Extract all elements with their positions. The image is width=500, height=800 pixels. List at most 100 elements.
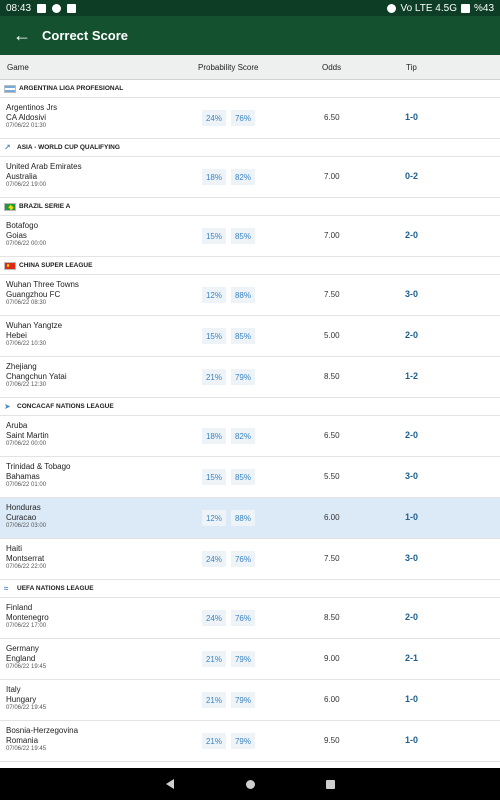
- score-tip: 1-0: [405, 735, 419, 745]
- match-teams: Wuhan Yangtze Hebei 07/06/22 10:30: [6, 321, 62, 348]
- home-team: Italy: [6, 685, 21, 694]
- match-odds: 6.50: [324, 113, 340, 122]
- score-tip: 3-0: [405, 289, 419, 299]
- battery-icon: [460, 3, 470, 13]
- match-odds: 8.50: [324, 613, 340, 622]
- probability-home: 21%: [202, 692, 226, 708]
- match-date: 07/06/22 19:45: [6, 746, 47, 752]
- probability-away: 85%: [231, 228, 255, 244]
- league-header: ARGENTINA LIGA PROFESIONAL: [0, 80, 500, 98]
- match-teams: Germany England 07/06/22 19:45: [6, 644, 46, 671]
- home-team: Haiti: [6, 544, 23, 553]
- score-tip: 3-0: [405, 471, 419, 481]
- probability-home: 21%: [202, 651, 226, 667]
- score-tip: 2-1: [405, 653, 419, 663]
- nav-back-button[interactable]: [130, 768, 210, 800]
- match-odds: 8.50: [324, 372, 340, 381]
- home-team: Germany: [6, 644, 39, 653]
- score-tip: 3-0: [405, 553, 419, 563]
- match-row[interactable]: Trinidad & Tobago Bahamas 07/06/22 01:00…: [0, 457, 500, 498]
- system-navigation-bar: [0, 768, 500, 800]
- probability-home: 12%: [202, 510, 226, 526]
- table-header: Game Probability Score Odds Tip: [0, 55, 500, 80]
- probability-home: 15%: [202, 469, 226, 485]
- brazil-flag-icon: [4, 202, 16, 211]
- match-row[interactable]: Italy Hungary 07/06/22 19:45 21% 79% 6.0…: [0, 680, 500, 721]
- home-team: Wuhan Three Towns: [6, 280, 79, 289]
- score-tip: 1-2: [405, 371, 419, 381]
- league-name: ARGENTINA LIGA PROFESIONAL: [19, 85, 124, 92]
- match-odds: 5.50: [324, 472, 340, 481]
- score-tip: 2-0: [405, 430, 419, 440]
- location-icon: [387, 3, 397, 13]
- probability-home: 15%: [202, 328, 226, 344]
- status-time: 08:43: [6, 2, 32, 14]
- league-name: CONCACAF NATIONS LEAGUE: [17, 403, 114, 410]
- match-date: 07/06/22 08:30: [6, 300, 47, 306]
- home-team: United Arab Emirates: [6, 162, 82, 171]
- recents-square-icon: [325, 779, 335, 789]
- probability-home: 18%: [202, 169, 226, 185]
- match-odds: 6.00: [324, 695, 340, 704]
- match-row[interactable]: Aruba Saint Martin 07/06/22 00:00 18% 82…: [0, 416, 500, 457]
- match-teams: Honduras Curacao 07/06/22 03:00: [6, 503, 46, 530]
- match-row[interactable]: Wuhan Yangtze Hebei 07/06/22 10:30 15% 8…: [0, 316, 500, 357]
- match-teams: Aruba Saint Martin 07/06/22 00:00: [6, 421, 49, 448]
- probability-away: 82%: [231, 169, 255, 185]
- match-row[interactable]: Finland Montenegro 07/06/22 17:00 24% 76…: [0, 598, 500, 639]
- uefa-icon: ≈: [4, 584, 9, 593]
- argentina-flag-icon: [4, 84, 16, 93]
- back-arrow-icon[interactable]: ←: [13, 25, 31, 45]
- probability-home: 15%: [202, 228, 226, 244]
- match-row[interactable]: Wuhan Three Towns Guangzhou FC 07/06/22 …: [0, 275, 500, 316]
- match-teams: United Arab Emirates Australia 07/06/22 …: [6, 162, 82, 189]
- nav-home-button[interactable]: [210, 768, 290, 800]
- league-header: BRAZIL SERIE A: [0, 198, 500, 216]
- image-notification-icon: [37, 3, 47, 13]
- match-odds: 7.00: [324, 172, 340, 181]
- away-team: Goias: [6, 230, 27, 240]
- nav-recents-button[interactable]: [290, 768, 370, 800]
- back-triangle-icon: [166, 779, 174, 789]
- away-team: Saint Martin: [6, 430, 49, 440]
- match-row[interactable]: Haiti Montserrat 07/06/22 22:00 24% 76% …: [0, 539, 500, 580]
- probability-home: 18%: [202, 428, 226, 444]
- away-team: England: [6, 653, 36, 663]
- probability-home: 24%: [202, 610, 226, 626]
- away-team: Montserrat: [6, 553, 45, 563]
- probability-away: 79%: [231, 369, 255, 385]
- probability-away: 79%: [231, 692, 255, 708]
- league-header: ≈ UEFA NATIONS LEAGUE: [0, 580, 500, 598]
- match-date: 07/06/22 12:30: [6, 382, 47, 388]
- probability-away: 76%: [231, 551, 255, 567]
- match-date: 07/06/22 19:45: [6, 705, 47, 711]
- away-team: Australia: [6, 171, 38, 181]
- league-header: ↗ ASIA - WORLD CUP QUALIFYING: [0, 139, 500, 157]
- match-teams: Botafogo Goias 07/06/22 00:00: [6, 221, 46, 248]
- match-row[interactable]: Zhejiang Changchun Yatai 07/06/22 12:30 …: [0, 357, 500, 398]
- match-odds: 7.50: [324, 290, 340, 299]
- match-date: 07/06/22 01:30: [6, 123, 47, 129]
- match-teams: Haiti Montserrat 07/06/22 22:00: [6, 544, 46, 571]
- score-tip: 2-0: [405, 612, 419, 622]
- probability-away: 82%: [231, 428, 255, 444]
- column-game: Game: [7, 63, 29, 72]
- match-row[interactable]: Botafogo Goias 07/06/22 00:00 15% 85% 7.…: [0, 216, 500, 257]
- column-probability: Probability Score: [198, 63, 259, 72]
- match-row[interactable]: United Arab Emirates Australia 07/06/22 …: [0, 157, 500, 198]
- score-tip: 0-2: [405, 171, 419, 181]
- match-date: 07/06/22 03:00: [6, 523, 47, 529]
- match-row[interactable]: Honduras Curacao 07/06/22 03:00 12% 88% …: [0, 498, 500, 539]
- china-flag-icon: [4, 261, 16, 270]
- match-list[interactable]: ARGENTINA LIGA PROFESIONAL Argentinos Jr…: [0, 80, 500, 768]
- match-row[interactable]: Germany England 07/06/22 19:45 21% 79% 9…: [0, 639, 500, 680]
- match-date: 07/06/22 00:00: [6, 241, 47, 247]
- match-row[interactable]: Bosnia-Herzegovina Romania 07/06/22 19:4…: [0, 721, 500, 762]
- probability-away: 88%: [231, 287, 255, 303]
- match-date: 07/06/22 10:30: [6, 341, 47, 347]
- league-name: BRAZIL SERIE A: [19, 203, 71, 210]
- match-teams: Bosnia-Herzegovina Romania 07/06/22 19:4…: [6, 726, 78, 753]
- match-row[interactable]: Argentinos Jrs CA Aldosivi 07/06/22 01:3…: [0, 98, 500, 139]
- probability-away: 85%: [231, 469, 255, 485]
- column-odds: Odds: [322, 63, 342, 72]
